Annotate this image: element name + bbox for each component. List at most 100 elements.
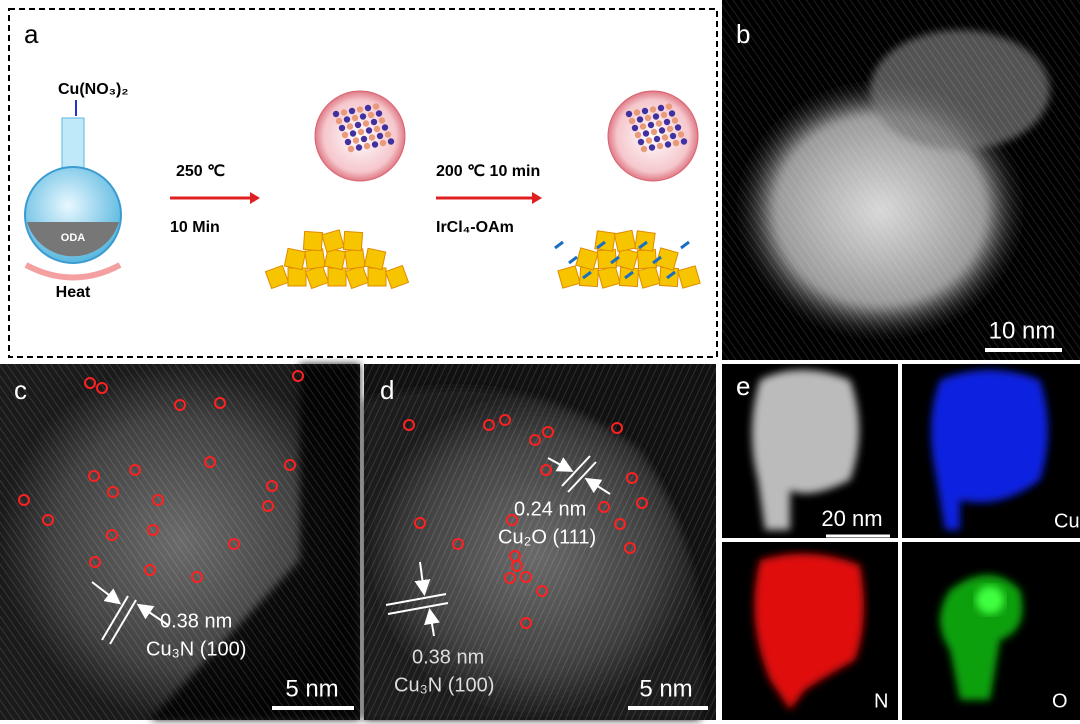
map-label: N xyxy=(874,690,888,712)
ir-species xyxy=(652,255,662,265)
plane-label: Cu₃N (100) xyxy=(146,638,246,660)
nanocube xyxy=(287,267,307,287)
atom xyxy=(343,116,351,123)
atom xyxy=(633,109,641,116)
nanocube xyxy=(655,247,679,271)
atom xyxy=(631,124,639,132)
marker-ring xyxy=(84,377,96,389)
map-label: O xyxy=(1052,690,1068,712)
marker-ring xyxy=(18,494,30,506)
marker-ring xyxy=(204,456,216,468)
marker-ring xyxy=(611,422,623,434)
atom xyxy=(352,137,360,144)
marker-ring xyxy=(598,501,610,513)
atom xyxy=(338,124,346,132)
panel-label: d xyxy=(380,375,394,405)
atom xyxy=(346,123,354,130)
marker-ring xyxy=(106,529,118,541)
arrow xyxy=(547,457,574,472)
atom xyxy=(347,145,355,153)
atom xyxy=(387,138,395,145)
marker-ring xyxy=(107,486,119,498)
nanocube xyxy=(384,264,410,290)
atom xyxy=(384,131,392,138)
ir-species xyxy=(666,270,676,280)
nanocube xyxy=(342,230,364,252)
lattice-marker xyxy=(109,599,137,645)
ir-species xyxy=(554,240,564,250)
nanocube xyxy=(634,230,656,252)
heat-label: Heat xyxy=(56,284,91,301)
atom xyxy=(669,132,677,140)
atom xyxy=(642,130,650,137)
marker-ring xyxy=(88,470,100,482)
marker-ring xyxy=(542,426,554,438)
panel-label: a xyxy=(24,19,39,49)
arrow-head xyxy=(250,192,260,204)
panel-label: b xyxy=(736,19,750,49)
lattice xyxy=(364,364,716,720)
scale-bar-label: 5 nm xyxy=(285,675,338,702)
atom xyxy=(649,106,657,113)
atom xyxy=(640,145,648,153)
atom xyxy=(650,128,658,136)
marker-ring xyxy=(520,617,532,629)
marker-ring xyxy=(506,514,518,526)
nanocube xyxy=(367,267,387,287)
ir-species xyxy=(610,255,620,265)
cube-cluster xyxy=(554,229,701,289)
cube-cluster xyxy=(264,229,410,290)
n-signal xyxy=(754,553,864,710)
atom xyxy=(656,142,664,150)
atom xyxy=(375,110,383,117)
atom xyxy=(381,124,389,131)
atom xyxy=(335,117,343,125)
nanocube xyxy=(302,230,324,252)
atom xyxy=(373,125,381,133)
marker-ring xyxy=(262,500,274,512)
lattice-marker xyxy=(561,455,591,487)
ir-species xyxy=(596,240,606,250)
atom xyxy=(658,127,666,134)
heat-glow xyxy=(24,262,122,281)
atom xyxy=(657,104,665,112)
marker-ring xyxy=(414,517,426,529)
spacing-label: 0.24 nm xyxy=(514,498,586,520)
atom xyxy=(367,111,375,119)
panel-label: c xyxy=(14,375,27,405)
atom xyxy=(378,117,386,124)
scale-bar-label: 10 nm xyxy=(989,317,1056,344)
atom xyxy=(668,110,676,117)
spacing-label: 0.38 nm xyxy=(412,646,484,668)
scale-bar-label: 20 nm xyxy=(821,506,882,531)
atom xyxy=(332,110,340,118)
scale-bar-label: 5 nm xyxy=(639,675,692,702)
atom xyxy=(355,144,363,151)
marker-ring xyxy=(614,518,626,530)
atom xyxy=(647,121,655,129)
arrow-head xyxy=(532,192,542,204)
solvent xyxy=(27,222,119,257)
atom xyxy=(644,114,652,122)
atom xyxy=(674,124,682,131)
atom xyxy=(341,131,349,139)
precursor: Cu(NO₃)₂ xyxy=(58,81,129,98)
marker-ring xyxy=(483,419,495,431)
atom xyxy=(359,113,367,120)
nanocube xyxy=(677,265,701,289)
nanocube xyxy=(613,229,637,253)
nanocube xyxy=(575,247,599,271)
step2-cond: 200 ℃ 10 min xyxy=(436,163,540,180)
atom xyxy=(648,144,656,151)
lattice-marker xyxy=(387,602,449,615)
atom xyxy=(653,135,661,143)
marker-ring xyxy=(292,370,304,382)
marker-ring xyxy=(266,480,278,492)
o-hotspot xyxy=(976,586,1004,614)
arrow xyxy=(414,561,431,596)
atom xyxy=(660,111,668,119)
atom xyxy=(634,131,642,139)
atom xyxy=(368,134,376,141)
marker-ring xyxy=(96,382,108,394)
marker-ring xyxy=(511,560,523,572)
